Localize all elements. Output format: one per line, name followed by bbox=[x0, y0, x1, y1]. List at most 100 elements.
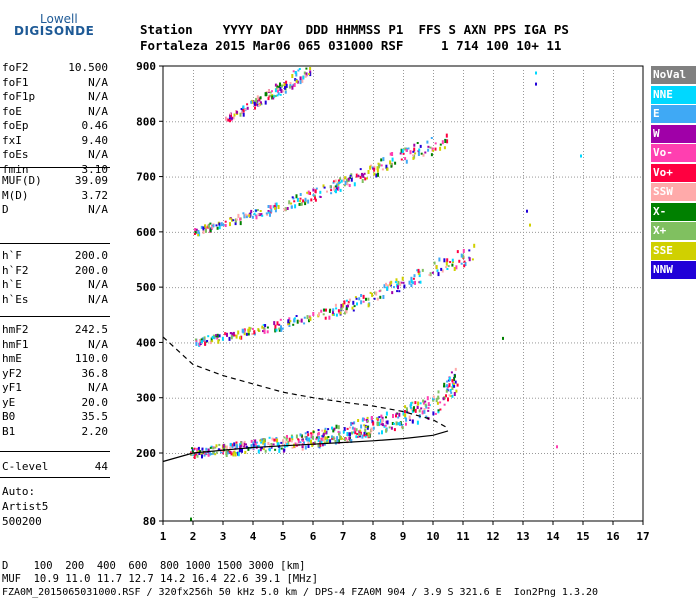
grid-dot bbox=[445, 176, 446, 178]
grid-dot bbox=[343, 91, 344, 92]
echo-mark bbox=[399, 152, 402, 155]
grid-dot bbox=[229, 231, 230, 233]
grid-dot bbox=[343, 154, 344, 155]
grid-dot bbox=[493, 358, 494, 359]
grid-dot bbox=[463, 313, 464, 314]
grid-dot bbox=[343, 439, 344, 440]
echo-mark bbox=[326, 436, 329, 441]
grid-dot bbox=[553, 514, 554, 515]
grid-dot bbox=[523, 499, 524, 500]
grid-dot bbox=[313, 367, 314, 368]
echo-mark bbox=[379, 418, 382, 423]
param-row: h`E N/A bbox=[2, 278, 108, 292]
grid-dot bbox=[493, 154, 494, 155]
grid-dot bbox=[463, 424, 464, 425]
echo-mark bbox=[350, 439, 353, 443]
grid-dot bbox=[406, 121, 407, 123]
grid-dot bbox=[193, 118, 194, 119]
grid-dot bbox=[451, 397, 452, 399]
echo-mark bbox=[300, 434, 303, 438]
grid-dot bbox=[373, 328, 374, 329]
echo-mark bbox=[240, 441, 243, 445]
echo-mark bbox=[381, 168, 384, 171]
echo-mark bbox=[404, 157, 407, 161]
grid-dot bbox=[472, 287, 473, 289]
grid-dot bbox=[253, 319, 254, 320]
grid-dot bbox=[223, 466, 224, 467]
grid-dot bbox=[313, 205, 314, 206]
grid-dot bbox=[613, 169, 614, 170]
grid-dot bbox=[583, 259, 584, 260]
echo-mark bbox=[412, 154, 415, 157]
grid-dot bbox=[211, 231, 212, 233]
grid-dot bbox=[283, 142, 284, 143]
echo-mark bbox=[429, 146, 432, 149]
grid-dot bbox=[433, 322, 434, 323]
echo-mark bbox=[293, 317, 296, 320]
grid-dot bbox=[271, 231, 272, 233]
grid-dot bbox=[463, 391, 464, 392]
grid-dot bbox=[283, 448, 284, 449]
grid-dot bbox=[181, 121, 182, 123]
echo-mark bbox=[194, 453, 197, 456]
grid-dot bbox=[523, 433, 524, 434]
grid-dot bbox=[373, 361, 374, 362]
grid-dot bbox=[553, 184, 554, 185]
grid-dot bbox=[472, 121, 473, 123]
echo-mark bbox=[384, 424, 387, 427]
grid-dot bbox=[343, 139, 344, 140]
grid-dot bbox=[583, 217, 584, 218]
grid-dot bbox=[256, 176, 257, 178]
grid-dot bbox=[253, 271, 254, 272]
grid-dot bbox=[475, 121, 476, 123]
grid-dot bbox=[412, 287, 413, 289]
grid-dot bbox=[433, 205, 434, 206]
grid-dot bbox=[403, 517, 404, 518]
echo-mark bbox=[324, 436, 327, 441]
grid-dot bbox=[451, 176, 452, 178]
grid-dot bbox=[199, 121, 200, 123]
grid-dot bbox=[523, 397, 524, 399]
grid-dot bbox=[583, 172, 584, 173]
grid-dot bbox=[313, 181, 314, 182]
grid-dot bbox=[583, 70, 584, 71]
grid-dot bbox=[373, 241, 374, 242]
grid-dot bbox=[175, 342, 176, 344]
grid-dot bbox=[283, 241, 284, 242]
grid-dot bbox=[343, 400, 344, 401]
echo-mark bbox=[229, 114, 231, 117]
grid-dot bbox=[403, 262, 404, 263]
grid-dot bbox=[439, 287, 440, 289]
grid-dot bbox=[403, 208, 404, 209]
grid-dot bbox=[493, 481, 494, 482]
echo-mark bbox=[320, 435, 323, 438]
grid-dot bbox=[559, 121, 560, 123]
grid-dot bbox=[454, 231, 455, 233]
grid-dot bbox=[283, 385, 284, 386]
grid-dot bbox=[373, 439, 374, 440]
grid-dot bbox=[523, 241, 524, 242]
echo-mark bbox=[386, 286, 389, 291]
echo-mark bbox=[305, 67, 308, 70]
grid-dot bbox=[334, 453, 335, 454]
grid-dot bbox=[406, 287, 407, 289]
grid-dot bbox=[463, 364, 464, 365]
grid-dot bbox=[367, 453, 368, 454]
grid-dot bbox=[433, 430, 434, 431]
grid-dot bbox=[613, 217, 614, 218]
grid-dot bbox=[493, 469, 494, 470]
grid-dot bbox=[613, 286, 614, 287]
grid-dot bbox=[604, 342, 605, 344]
echo-mark bbox=[362, 300, 365, 303]
echo-mark bbox=[435, 398, 438, 403]
grid-dot bbox=[463, 322, 464, 323]
legend-item: X- bbox=[651, 202, 696, 221]
grid-dot bbox=[214, 342, 215, 344]
echo-mark bbox=[446, 258, 449, 263]
grid-dot bbox=[226, 176, 227, 178]
grid-dot bbox=[313, 454, 314, 455]
echo-mark bbox=[420, 407, 423, 410]
x-tick-label: 5 bbox=[280, 530, 287, 543]
echo-mark bbox=[351, 431, 353, 435]
grid-dot bbox=[253, 244, 254, 245]
